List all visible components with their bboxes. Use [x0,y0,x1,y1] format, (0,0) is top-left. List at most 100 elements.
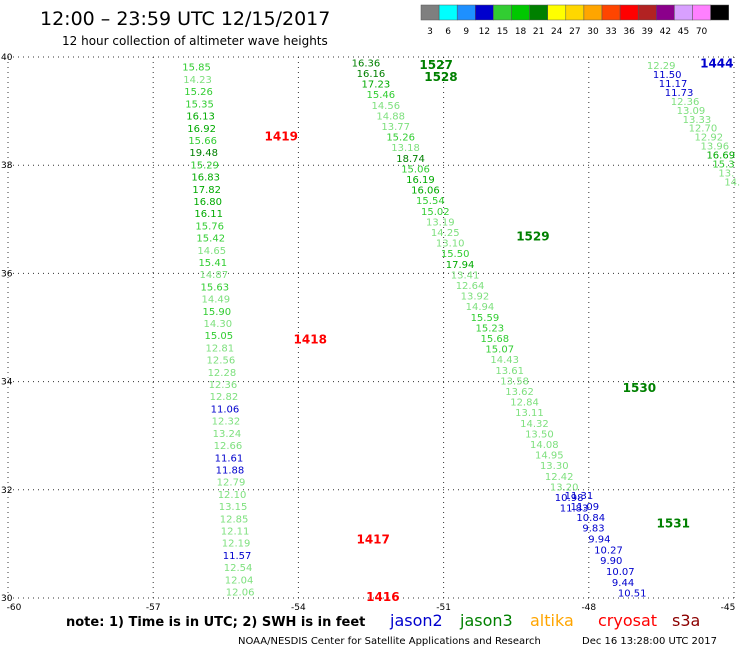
wave-height-value: 15.59 [471,313,500,324]
wave-height-value: 13.50 [525,429,554,440]
wave-height-value: 14.30 [204,319,233,330]
wave-height-value: 13. [718,168,734,179]
wave-height-value: 15.85 [182,63,211,74]
wave-height-value: 12.66 [214,441,243,452]
colorbar-label: 3 [427,27,433,37]
wave-height-value: 12.11 [221,526,250,537]
wave-height-value: 14.95 [535,451,564,462]
wave-height-value: 15.23 [476,323,505,334]
chart-subtitle: 12 hour collection of altimeter wave hei… [62,34,328,48]
wave-height-value: 16.11 [194,209,223,220]
wave-height-value: 11.83 [560,504,589,515]
footer-note: note: 1) Time is in UTC; 2) SWH is in fe… [66,615,365,630]
colorbar-label: 12 [479,27,490,37]
colorbar-label: 6 [445,27,451,37]
x-tick-label: -45 [721,603,736,613]
x-tick-label: -48 [581,603,596,613]
wave-height-value: 12.36 [209,380,238,391]
pass-time-label: 1444 [700,56,733,70]
pass-time-label: 1531 [657,516,690,530]
wave-height-value: 16.16 [357,69,386,80]
wave-height-value: 18.74 [396,154,425,165]
wave-height-value: 11.06 [211,404,240,415]
wave-height-value: 10.27 [594,545,623,556]
wave-height-value: 15.05 [205,331,234,342]
wave-height-value: 12.19 [222,539,251,550]
satellite-legend-jason3: jason3 [459,611,513,630]
satellite-legend-altika: altika [530,611,574,630]
satellite-legend-cryosat: cryosat [598,611,657,630]
wave-height-value: 11.09 [571,502,600,513]
wave-height-value: 9.44 [612,578,634,589]
wave-height-value: 16.83 [191,173,220,184]
wave-height-value: 15.42 [196,234,225,245]
x-tick-label: -60 [7,603,22,613]
wave-height-value: 15.76 [195,221,224,232]
colorbar-swatch [601,4,621,21]
colorbar-label: 30 [587,27,599,37]
wave-height-value: 14.43 [490,355,519,366]
colorbar-swatch [529,4,548,21]
colorbar-swatch [493,4,512,21]
wave-height-value: 15.02 [421,207,450,218]
wave-height-value: 13.11 [515,408,544,419]
wave-height-value: 12.79 [217,478,246,489]
wave-height-value: 12.36 [671,97,700,108]
wave-height-value: 12.85 [220,514,249,525]
wave-height-value: 15.07 [485,345,514,356]
x-tick-label: -54 [291,603,306,613]
wave-height-value: 13.15 [219,502,248,513]
wave-height-value: 13.30 [540,461,569,472]
pass-time-label: 1527 [419,58,452,72]
colorbar-swatch [565,4,585,21]
color-scale-legend: 3 6 9 12 15 18 21 24 27 30 33 36 39 42 45 70 [420,4,729,37]
colorbar-label: 15 [497,27,508,37]
wave-height-value: 9.83 [582,524,604,535]
colorbar-swatch [619,4,639,21]
wave-height-value: 12.54 [224,563,253,574]
wave-height-value: 10.98 [555,493,584,504]
wave-height-value: 12.84 [510,398,539,409]
wave-height-value: 13.18 [391,143,420,154]
pass-time-label: 1528 [424,70,457,84]
wave-height-value: 14.23 [183,75,212,86]
wave-height-value: 14.56 [371,101,400,112]
colorbar-label: 33 [605,27,616,37]
wave-height-value: 13.96 [700,142,729,153]
wave-height-value: 12.32 [212,417,241,428]
wave-height-value: 12.29 [647,61,676,72]
wave-height-value: 12.82 [210,392,239,403]
track-middle-track: 16.3616.1617.2315.4614.5614.8813.7715.26… [352,58,589,514]
wave-height-value: 16.69 [706,151,735,162]
wave-height-value: 11.57 [223,551,252,562]
colorbar-swatch [656,4,675,21]
pass-time-label: 1416 [366,590,399,604]
colorbar-swatch [456,4,476,21]
wave-height-value: 15.66 [188,136,217,147]
wave-height-value: 14.25 [431,228,460,239]
wave-height-value: 15.90 [203,307,232,318]
wave-height-value: 11.61 [215,453,244,464]
colorbar-swatch [637,4,657,21]
wave-height-value: 13.61 [495,366,524,377]
wave-height-value: 14.08 [530,440,559,451]
wave-height-value: 11.17 [659,79,688,90]
wave-height-value: 14.94 [466,302,495,313]
wave-height-value: 12.04 [225,575,254,586]
wave-height-value: 12.42 [545,472,574,483]
latitude-tick-labels: 30 32 34 36 38 40 [1,53,13,604]
track-right-track: 12.2911.5011.1711.7312.3613.0913.3312.70… [647,61,740,188]
colorbar-swatch [692,4,711,21]
wave-height-value: 9.94 [588,534,610,545]
satellite-tracks: 15.8514.2315.2615.3516.1316.9215.6619.48… [182,58,740,599]
wave-height-value: 10.07 [606,567,635,578]
track-lower-right-track: 11.3111.0910.849.839.9410.279.9010.079.4… [565,491,647,599]
wave-height-value: 12.28 [208,368,237,379]
wave-height-value: 12.64 [456,281,485,292]
wave-height-value: 15.35 [185,99,214,110]
x-tick-label: -57 [146,603,161,613]
wave-height-value: 15.26 [386,133,415,144]
wave-height-value: 12.56 [207,356,236,367]
wave-height-value: 13.33 [683,115,712,126]
